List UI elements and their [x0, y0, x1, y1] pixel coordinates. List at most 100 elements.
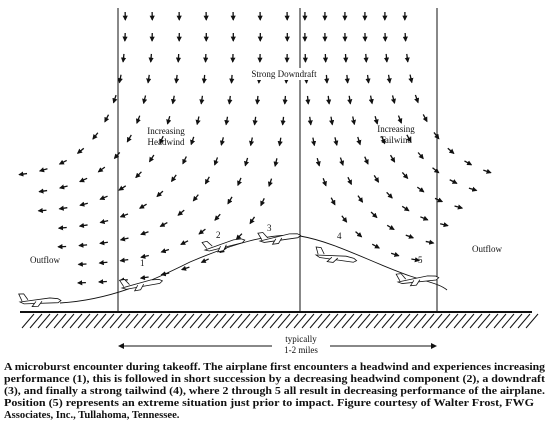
outflow-label: Outflow — [472, 244, 502, 254]
flow-arrow — [363, 53, 369, 63]
flow-arrow — [160, 248, 170, 254]
flow-arrow — [79, 201, 88, 207]
streamline-guide — [55, 8, 233, 247]
flow-arrow — [356, 136, 362, 146]
flow-arrow — [119, 236, 129, 242]
distance-label: 1-2 miles — [284, 345, 318, 355]
hatch-line — [85, 313, 99, 329]
flow-arrow — [468, 186, 478, 192]
position-label: 2 — [216, 230, 221, 240]
flow-arrow — [414, 94, 420, 104]
flow-arrow — [201, 74, 207, 84]
boundary-lines — [117, 8, 438, 312]
flow-arrow — [113, 151, 121, 160]
hatch-line — [165, 313, 179, 329]
flow-arrow — [174, 74, 180, 84]
tailwind-label: Tailwind — [380, 135, 412, 145]
flow-arrow — [347, 95, 353, 105]
flow-streamlines — [15, 8, 494, 286]
flow-arrow — [58, 205, 68, 211]
flow-arrow — [434, 197, 444, 203]
flow-arrow — [139, 274, 149, 281]
hatch-line — [317, 313, 331, 329]
flow-arrow — [198, 228, 206, 235]
flow-arrow — [249, 216, 256, 225]
streamline-guide — [35, 8, 179, 211]
flow-arrow — [78, 242, 88, 248]
hatch-line — [181, 313, 195, 329]
flow-arrow — [454, 204, 464, 210]
flow-arrow — [324, 74, 330, 84]
airplane-3 — [257, 226, 302, 247]
position-label: 4 — [337, 231, 342, 241]
flow-arrow — [280, 116, 286, 126]
flow-arrow — [420, 215, 429, 221]
flow-arrow — [249, 137, 255, 147]
hatch-line — [101, 313, 115, 329]
flow-arrow — [371, 243, 381, 249]
label-backing — [242, 68, 324, 80]
caption-line: performance (1), this is followed in sho… — [4, 374, 546, 385]
headwind-label: Headwind — [148, 137, 185, 147]
flow-arrow — [322, 178, 327, 187]
hatch-line — [373, 313, 387, 329]
hatch-line — [229, 313, 243, 329]
hatch-line — [485, 313, 499, 329]
airplane-5 — [395, 269, 440, 288]
streamline-guide — [15, 8, 125, 175]
flow-arrow — [483, 168, 492, 174]
flow-arrow — [118, 185, 127, 191]
flow-arrow — [227, 95, 233, 105]
hatch-line — [277, 313, 291, 329]
flow-arrow — [214, 213, 221, 221]
flow-arrow — [58, 159, 67, 165]
streamline-guide — [25, 8, 152, 193]
flow-arrow — [159, 222, 168, 228]
hatch-line — [501, 313, 515, 329]
hatch-line — [29, 313, 43, 329]
streamline-guide — [385, 8, 494, 194]
flow-arrow — [404, 53, 410, 63]
flow-arrow — [307, 116, 313, 126]
hatch-line — [245, 313, 259, 329]
caption-line: (3), and finally a strong tailwind (4), … — [4, 386, 545, 397]
flow-arrow — [341, 215, 348, 223]
flow-arrow — [224, 116, 230, 126]
hatch-line — [437, 313, 451, 329]
flow-arrow — [373, 116, 379, 125]
flow-arrow — [98, 260, 108, 266]
hatch-line — [261, 313, 275, 329]
hatch-line — [365, 313, 379, 329]
flow-arrow — [182, 156, 188, 165]
flow-arrow — [422, 114, 428, 123]
flow-arrow — [401, 172, 409, 180]
ground-hatching — [21, 313, 539, 329]
flow-arrow — [417, 152, 424, 160]
flow-arrow — [99, 195, 108, 200]
flow-arrow — [38, 188, 48, 194]
hatch-line — [469, 313, 483, 329]
flow-arrow — [397, 115, 403, 124]
hatch-line — [37, 313, 51, 329]
flow-arrow — [199, 95, 205, 105]
flow-arrow — [92, 132, 99, 140]
flow-arrow — [425, 239, 435, 245]
hatch-line — [421, 313, 435, 329]
hatch-line — [45, 313, 59, 329]
hatch-line — [517, 313, 531, 329]
flow-arrow — [244, 157, 250, 167]
flow-arrow — [140, 230, 149, 236]
flow-arrow — [305, 95, 311, 105]
flow-arrow — [38, 167, 48, 173]
flow-arrow — [386, 191, 393, 199]
hatch-line — [341, 313, 355, 329]
flow-arrow — [449, 179, 458, 184]
hatch-line — [61, 313, 75, 329]
airplane-ground — [18, 292, 62, 308]
flow-arrow — [99, 218, 109, 225]
flow-arrow — [117, 74, 123, 84]
flow-arrow — [408, 74, 414, 84]
flow-arrow — [389, 154, 396, 163]
hatch-line — [509, 313, 523, 329]
flow-arrow — [315, 157, 321, 167]
